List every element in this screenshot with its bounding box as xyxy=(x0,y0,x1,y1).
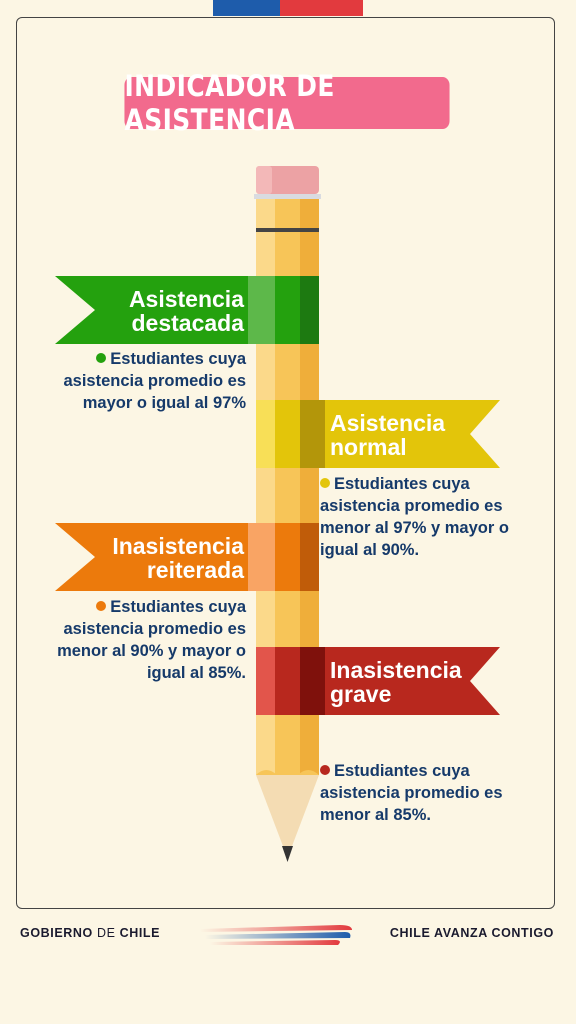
footer-slogan: CHILE AVANZA CONTIGO xyxy=(389,926,554,940)
desc-normal: Estudiantes cuya asistencia promedio es … xyxy=(320,475,509,559)
ribbon-grave xyxy=(325,647,500,715)
label-destacada: Asistencia destacada xyxy=(128,286,244,336)
label-normal: Asistencia normal xyxy=(330,410,446,460)
ribbon-destacada xyxy=(55,276,248,344)
flag-stripe-blue xyxy=(213,0,280,16)
bullet-dot-icon xyxy=(320,478,330,488)
label-grave: Inasistencia grave xyxy=(330,657,462,707)
pencil-lead xyxy=(282,846,293,862)
bullet-dot-icon xyxy=(96,353,107,363)
footer-gobierno: GOBIERNO DE CHILE xyxy=(20,926,161,940)
desc-destacada: Estudiantes cuya asistencia promedio es … xyxy=(63,350,247,412)
infographic-card xyxy=(16,17,555,909)
pencil-ferrule xyxy=(254,194,321,199)
footer-swoosh-icon xyxy=(200,925,352,945)
desc-reiterada: Estudiantes cuya asistencia promedio es … xyxy=(57,598,246,682)
ribbon-normal xyxy=(325,400,500,468)
desc-grave: Estudiantes cuya asistencia promedio es … xyxy=(320,762,503,824)
flag-stripe-red xyxy=(280,0,363,16)
bullet-dot-icon xyxy=(96,601,107,611)
pencil-tip xyxy=(256,775,319,858)
bullet-dot-icon xyxy=(320,765,330,775)
label-reiterada: Inasistencia reiterada xyxy=(112,533,244,583)
ribbon-reiterada xyxy=(55,523,248,591)
